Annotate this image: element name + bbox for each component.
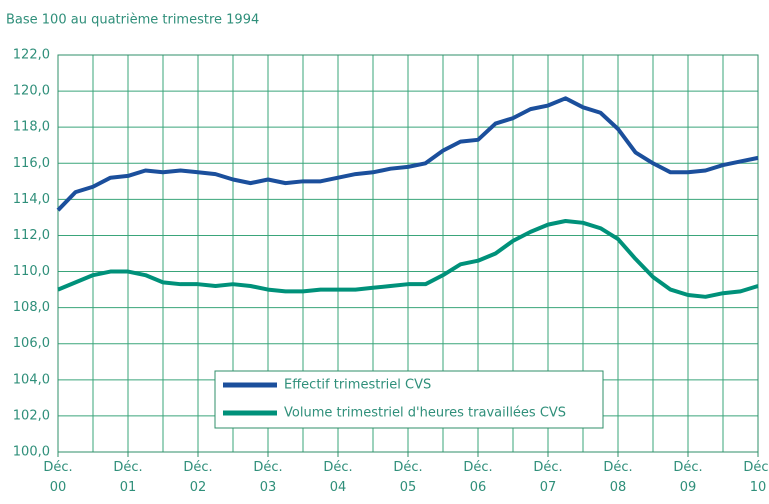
x-tick-label: Déc. 05 (393, 460, 423, 495)
y-tick-label: 116,0 (13, 156, 50, 171)
legend-label: Volume trimestriel d'heures travaillées … (284, 406, 566, 421)
y-tick-label: 106,0 (13, 336, 50, 351)
x-tick-label: Déc. 03 (253, 460, 283, 495)
x-tick-label: Déc. 04 (323, 460, 353, 495)
x-tick-label: Déc. 00 (43, 460, 73, 495)
y-tick-label: 104,0 (13, 372, 50, 387)
chart-subtitle: Base 100 au quatrième trimestre 1994 (6, 13, 259, 28)
x-tick-label: Déc. 07 (533, 460, 563, 495)
y-tick-label: 112,0 (13, 228, 50, 243)
y-tick-label: 102,0 (13, 408, 50, 423)
x-tick-label: Déc. 10 (743, 460, 769, 495)
y-tick-label: 114,0 (13, 192, 50, 207)
y-tick-label: 108,0 (13, 300, 50, 315)
x-tick-label: Déc. 02 (183, 460, 213, 495)
y-tick-label: 122,0 (13, 48, 50, 63)
series-line (57, 219, 759, 299)
legend-label: Effectif trimestriel CVS (284, 378, 431, 393)
x-tick-label: Déc. 01 (113, 460, 143, 495)
x-tick-label: Déc. 06 (463, 460, 493, 495)
legend-box (214, 370, 604, 429)
x-tick-label: Déc. 08 (603, 460, 633, 495)
series-line (56, 96, 759, 212)
y-tick-label: 100,0 (13, 445, 50, 460)
y-tick-label: 110,0 (13, 264, 50, 279)
y-tick-label: 118,0 (13, 120, 50, 135)
y-tick-label: 120,0 (13, 84, 50, 99)
x-tick-label: Déc. 09 (673, 460, 703, 495)
